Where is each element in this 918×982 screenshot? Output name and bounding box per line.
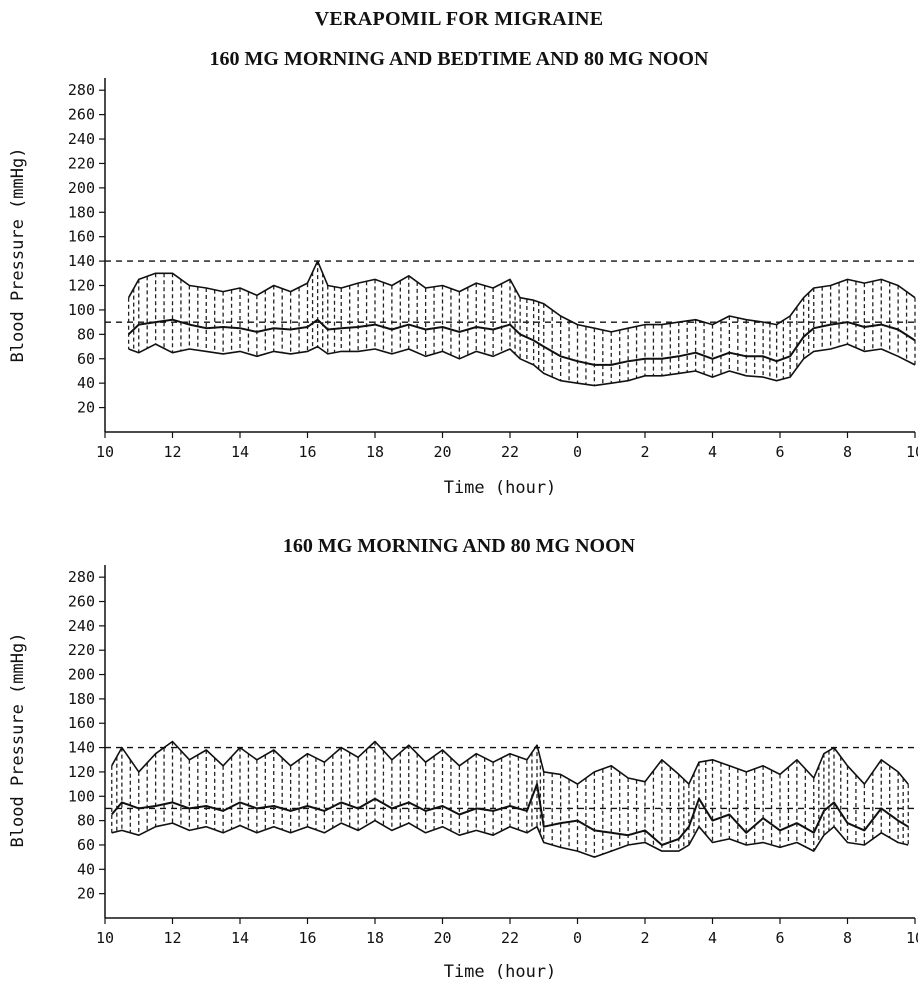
x-tick-label: 20 [433,929,451,947]
x-tick-label: 6 [775,443,784,461]
y-tick-label: 140 [68,252,95,270]
x-tick-label: 12 [163,929,181,947]
y-axis-label: Blood Pressure (mmHg) [8,632,28,848]
y-tick-label: 20 [77,399,95,417]
chart-plot-1: 2040608010012014016018020022024026028010… [68,78,918,461]
y-tick-label: 40 [77,860,95,878]
y-tick-label: 200 [68,179,95,197]
x-tick-label: 10 [906,443,918,461]
x-tick-label: 14 [231,443,249,461]
series-line-mean [110,783,909,846]
x-tick-label: 10 [96,929,114,947]
chart-title: 160 MG MORNING AND BEDTIME AND 80 MG NOO… [209,48,709,70]
x-tick-label: 14 [231,929,249,947]
x-tick-label: 4 [708,929,717,947]
x-tick-label: 0 [573,929,582,947]
y-tick-label: 120 [68,277,95,295]
y-tick-label: 180 [68,690,95,708]
y-tick-label: 40 [77,374,95,392]
series-line-diastolic [128,343,916,387]
chart-title: 160 MG MORNING AND 80 MG NOON [282,535,636,557]
figure-title: VERAPOMIL FOR MIGRAINE [314,8,604,30]
x-tick-label: 18 [366,443,384,461]
x-tick-label: 22 [501,443,519,461]
y-tick-label: 260 [68,106,95,124]
y-tick-label: 240 [68,130,95,148]
y-tick-label: 20 [77,885,95,903]
y-tick-label: 140 [68,739,95,757]
x-tick-label: 16 [298,929,316,947]
series-line-systolic [127,260,916,333]
y-tick-label: 180 [68,203,95,221]
y-tick-label: 100 [68,301,95,319]
y-tick-label: 80 [77,812,95,830]
y-tick-label: 60 [77,350,95,368]
y-tick-label: 220 [68,154,95,172]
y-tick-label: 100 [68,787,95,805]
y-tick-label: 160 [68,714,95,732]
x-tick-label: 8 [843,443,852,461]
y-tick-label: 280 [68,81,95,99]
y-tick-label: 160 [68,228,95,246]
x-tick-label: 18 [366,929,384,947]
x-tick-label: 6 [775,929,784,947]
x-tick-label: 10 [906,929,918,947]
y-tick-label: 280 [68,568,95,586]
y-tick-label: 260 [68,593,95,611]
x-tick-label: 8 [843,929,852,947]
series-line-systolic [111,740,909,785]
x-tick-label: 10 [96,443,114,461]
y-tick-label: 80 [77,325,95,343]
y-tick-label: 60 [77,836,95,854]
x-tick-label: 12 [163,443,181,461]
x-axis-label: Time (hour) [443,962,557,982]
y-tick-label: 240 [68,617,95,635]
y-tick-label: 200 [68,666,95,684]
series-line-diastolic [111,819,909,858]
x-tick-label: 22 [501,929,519,947]
x-tick-label: 2 [640,929,649,947]
series-line-mean [127,318,916,366]
chart-panel-1: 160 MG MORNING AND BEDTIME AND 80 MG NOO… [8,48,918,498]
x-tick-label: 20 [433,443,451,461]
y-axis-label-container: Blood Pressure (mmHg) [8,570,28,910]
x-tick-label: 16 [298,443,316,461]
x-axis-label: Time (hour) [443,478,557,498]
y-tick-label: 120 [68,763,95,781]
x-tick-label: 4 [708,443,717,461]
x-tick-label: 0 [573,443,582,461]
x-tick-label: 2 [640,443,649,461]
y-tick-label: 220 [68,641,95,659]
